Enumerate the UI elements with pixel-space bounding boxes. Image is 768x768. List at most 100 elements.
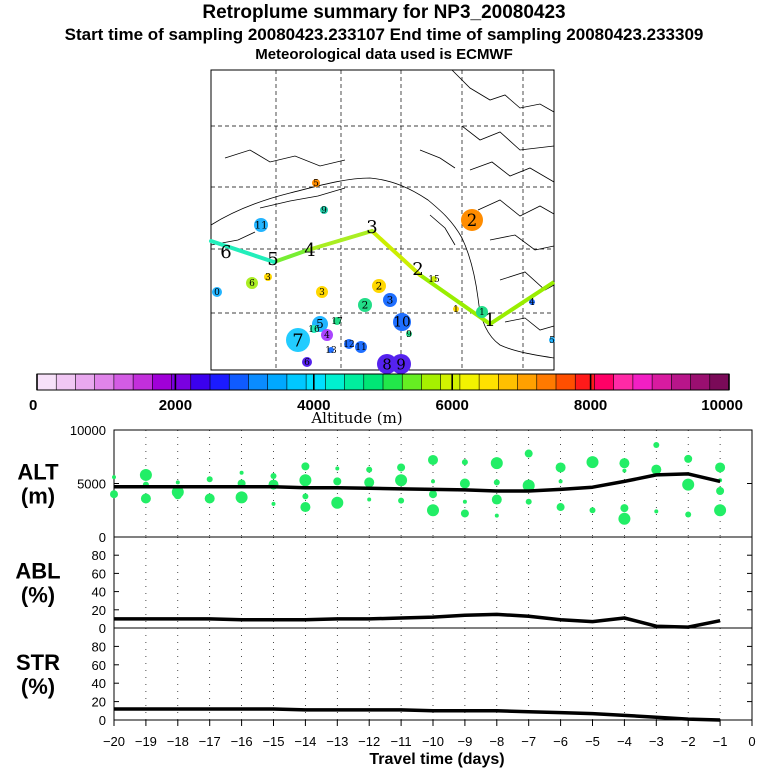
colorbar-cell <box>325 374 346 390</box>
x-tick-label: −17 <box>199 734 221 749</box>
altitude-sample-point <box>622 468 627 473</box>
panel-alt: 10000 5000 0 ALT(m) <box>17 423 753 545</box>
colorbar-cell <box>556 374 576 390</box>
met-data-note: Meteorological data used is ECMWF <box>255 46 513 63</box>
colorbar-cell <box>267 374 288 390</box>
x-tick-label: −5 <box>585 734 600 749</box>
colorbar-cell <box>517 374 538 390</box>
colorbar-cell <box>152 374 173 390</box>
plume-cluster-label: 6 <box>304 358 310 368</box>
plume-cluster-label: 2 <box>362 300 369 312</box>
colorbar-cell <box>344 374 365 390</box>
altitude-sample-point <box>558 479 563 484</box>
colorbar-tick-label: 2000 <box>159 397 192 414</box>
series-line-abl <box>114 612 721 629</box>
plume-cluster-marker <box>431 276 437 282</box>
y-tick-label: 0 <box>99 621 106 636</box>
plume-cluster-label: 11 <box>254 220 267 232</box>
altitude-sample-point <box>654 509 659 514</box>
plume-cluster-label: 3 <box>387 295 394 307</box>
plume-cluster-label: 5 <box>316 317 324 331</box>
altitude-sample-point <box>331 496 344 509</box>
plume-cluster-marker <box>393 313 411 331</box>
altitude-sample-point <box>494 513 499 518</box>
colorbar-cell <box>594 374 615 390</box>
altitude-sample-point <box>490 457 503 470</box>
plume-cluster-marker <box>372 279 386 293</box>
y-tick-label: 0 <box>99 530 106 545</box>
panel-y-label: STR <box>16 650 60 675</box>
altitude-sample-point <box>619 458 630 469</box>
track-segment <box>370 229 422 277</box>
plume-cluster-marker <box>355 341 367 353</box>
plume-cluster-label: 1 <box>479 308 485 318</box>
plume-cluster-label: 1 <box>453 305 459 315</box>
y-tick-label: 20 <box>92 603 106 618</box>
colorbar-cell <box>190 374 211 390</box>
y-tick-label: 20 <box>92 695 106 710</box>
altitude-sample-point <box>493 479 500 486</box>
altitude-sample-point <box>716 486 725 495</box>
time-series-panels: 1000050000ALT(m)806040200ABL(%)806040200… <box>15 423 753 728</box>
colorbar-tick-label: 4000 <box>297 397 330 414</box>
altitude-sample-point <box>556 503 565 512</box>
altitude-sample-point <box>459 478 470 489</box>
altitude-sample-point <box>714 504 727 517</box>
panel-frame <box>113 627 753 721</box>
colorbar-cell <box>56 374 76 390</box>
altitude-sample-point <box>651 464 662 475</box>
x-tick-label: −9 <box>457 734 472 749</box>
plume-cluster-label: 4 <box>324 331 330 341</box>
plume-cluster-marker <box>264 273 272 281</box>
sampling-times: Start time of sampling 20080423.233107 E… <box>64 25 704 44</box>
map-graticule <box>211 70 554 370</box>
plume-cluster-label: 15 <box>428 275 440 285</box>
colorbar-cell <box>383 374 403 390</box>
colorbar-cell <box>421 374 442 390</box>
panel-y-label: (%) <box>21 674 55 699</box>
altitude-sample-point <box>427 504 439 517</box>
plume-cluster-label: 4 <box>529 298 535 308</box>
colorbar-tick-label: 8000 <box>574 397 607 414</box>
track-day-label: 1 <box>484 310 495 331</box>
altitude-sample-point <box>555 462 566 473</box>
altitude-sample-point <box>524 449 533 458</box>
altitude-sample-point <box>270 473 277 480</box>
altitude-sample-point <box>397 463 406 472</box>
altitude-sample-point <box>301 462 310 471</box>
plume-cluster-marker <box>377 354 397 374</box>
plume-cluster-marker <box>529 299 535 305</box>
altitude-sample-point <box>271 501 276 506</box>
track-segment <box>209 239 276 264</box>
altitude-sample-point <box>364 477 375 488</box>
plume-cluster-label: 5 <box>549 336 555 346</box>
colorbar-cell <box>210 374 230 390</box>
x-tick-label: −2 <box>681 734 696 749</box>
plume-cluster-marker <box>461 209 483 231</box>
plume-cluster-marker <box>476 306 488 318</box>
altitude-sample-point <box>206 476 213 483</box>
y-tick-label: 60 <box>92 658 106 673</box>
plume-cluster-marker <box>246 277 258 289</box>
plume-cluster-marker <box>383 293 397 307</box>
plume-cluster-label: 11 <box>355 343 366 353</box>
altitude-sample-point <box>302 493 309 500</box>
series-line-alt <box>114 472 721 493</box>
altitude-sample-point <box>685 511 692 518</box>
colorbar-tick-label: 6000 <box>436 397 469 414</box>
plume-cluster-label: 9 <box>396 355 406 373</box>
altitude-sample-point <box>235 491 248 504</box>
altitude-sample-point <box>586 456 599 469</box>
colorbar-cell <box>286 374 307 390</box>
colorbar-cell <box>459 374 480 390</box>
altitude-sample-point <box>491 494 502 505</box>
altitude-sample-point <box>395 474 408 487</box>
x-axis-title: Travel time (days) <box>369 751 504 768</box>
altitude-sample-point <box>460 509 469 518</box>
y-tick-label: 40 <box>92 676 106 691</box>
plume-cluster-label: 16 <box>308 325 320 335</box>
plume-cluster-label: 13 <box>325 346 337 356</box>
x-tick-label: −20 <box>103 734 125 749</box>
altitude-sample-point <box>618 512 631 525</box>
